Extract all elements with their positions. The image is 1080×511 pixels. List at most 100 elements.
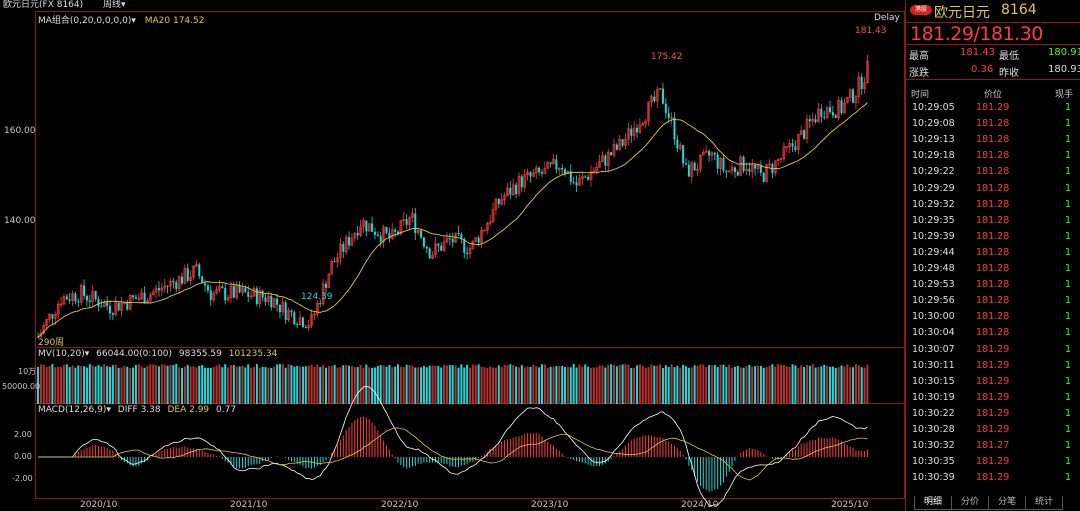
volume-bars xyxy=(37,364,869,404)
mv-value-3: 101235.34 xyxy=(228,349,278,359)
tick-volume: 1 xyxy=(1064,311,1071,323)
tick-price: 181.28 xyxy=(976,118,1010,130)
tick-row: 10:29:39 181.28 1 xyxy=(906,231,1080,247)
x-label: 2021/10 xyxy=(230,500,268,510)
symbol-code: 8164 xyxy=(1001,2,1037,18)
tick-row: 10:29:13 181.28 1 xyxy=(906,134,1080,150)
quote-panel: 港股 欧元日元 8164 181.29/181.30 最高 181.43 最低 … xyxy=(905,0,1080,511)
tick-time: 10:30:28 xyxy=(912,424,955,435)
low-annotation: 124.39 xyxy=(301,292,333,302)
ticks-header: 时间 价位 现手 xyxy=(906,87,1080,101)
tick-time: 10:30:32 xyxy=(912,440,955,452)
tick-price: 181.28 xyxy=(976,327,1010,339)
tick-row: 10:29:35 181.28 1 xyxy=(906,215,1080,231)
tick-time: 10:30:15 xyxy=(912,375,955,387)
macd-legend[interactable]: MACD(12,26,9)▾ DIFF 3.38 DEA 2.99 0.77 xyxy=(38,405,237,415)
tick-time: 10:29:18 xyxy=(912,150,955,162)
tick-time: 10:29:29 xyxy=(912,182,955,194)
tick-time: 10:30:19 xyxy=(912,391,955,403)
tick-row: 10:29:08 181.28 1 xyxy=(906,118,1080,134)
mv-label[interactable]: MV(10,20) xyxy=(38,349,85,359)
tick-row: 10:30:22 181.29 1 xyxy=(906,408,1080,424)
panel-tabs: 明细 分价 分笔 统计 xyxy=(906,496,1080,511)
high-label: 最高 xyxy=(909,51,929,62)
macd-diff: DIFF 3.38 xyxy=(117,405,161,415)
tick-time: 10:29:22 xyxy=(912,166,955,178)
tab-detail[interactable]: 明细 xyxy=(914,496,952,510)
low-label: 最低 xyxy=(999,51,1019,62)
high-annotation: 175.42 xyxy=(651,52,683,62)
tick-volume: 1 xyxy=(1064,327,1071,339)
tab-stats[interactable]: 统计 xyxy=(1025,496,1063,510)
tick-row: 10:30:11 181.29 1 xyxy=(906,360,1080,376)
x-label: 2024/10 xyxy=(681,500,719,510)
change-value: 0.36 xyxy=(971,64,994,75)
market-badge: 港股 xyxy=(910,5,932,15)
tick-time: 10:29:32 xyxy=(912,198,955,210)
tick-time: 10:29:56 xyxy=(912,295,955,307)
quote-stats: 最高 181.43 最低 180.91 涨跌 0.36 昨收 180.93 xyxy=(906,44,1080,80)
tick-volume: 1 xyxy=(1064,440,1071,452)
tick-price: 181.29 xyxy=(976,359,1010,371)
change-label: 涨跌 xyxy=(909,68,929,79)
macd-value: 0.77 xyxy=(216,405,237,415)
tick-row: 10:30:19 181.29 1 xyxy=(906,392,1080,408)
tick-volume: 1 xyxy=(1064,214,1071,226)
tick-price: 181.28 xyxy=(976,311,1010,323)
tick-time: 10:29:44 xyxy=(912,246,955,258)
col-time: 时间 xyxy=(911,90,930,100)
last-annotation: 181.43 xyxy=(855,26,887,36)
tick-price: 181.28 xyxy=(976,150,1010,162)
bid-ask-row: 181.29/181.30 xyxy=(906,22,1080,45)
tick-time: 10:29:35 xyxy=(912,214,955,226)
tick-time: 10:29:53 xyxy=(912,279,955,291)
ma20-value: MA20 174.52 xyxy=(144,16,205,26)
tick-time: 10:29:39 xyxy=(912,230,955,242)
low-value: 180.91 xyxy=(1048,47,1080,58)
tick-volume: 1 xyxy=(1064,472,1071,484)
tick-volume: 1 xyxy=(1064,150,1071,162)
tick-time: 10:29:48 xyxy=(912,263,955,274)
tick-volume: 1 xyxy=(1064,359,1071,371)
tick-price: 181.28 xyxy=(976,134,1010,146)
tick-row: 10:30:15 181.29 1 xyxy=(906,376,1080,392)
x-label: 2020/10 xyxy=(80,500,118,510)
tick-time: 10:29:13 xyxy=(912,134,955,146)
tick-price: 181.29 xyxy=(976,375,1010,387)
tick-row: 10:29:44 181.28 1 xyxy=(906,247,1080,263)
tick-time: 10:30:04 xyxy=(912,327,955,339)
tick-price: 181.28 xyxy=(976,295,1010,307)
macd-label[interactable]: MACD(12,26,9) xyxy=(38,405,107,415)
tick-volume: 1 xyxy=(1064,118,1071,130)
tick-price: 181.28 xyxy=(976,263,1010,274)
macd-tick-2: 2.00 xyxy=(14,430,32,439)
col-vol: 现手 xyxy=(1054,90,1073,100)
tick-price: 181.28 xyxy=(976,198,1010,210)
ma-group-label[interactable]: MA组合(0,20,0,0,0,0) xyxy=(38,16,132,26)
tick-time: 10:30:35 xyxy=(912,456,955,468)
macd-dea: DEA 2.99 xyxy=(167,405,210,415)
tick-volume: 1 xyxy=(1064,198,1071,210)
tick-row: 10:30:00 181.28 1 xyxy=(906,311,1080,327)
tick-volume: 1 xyxy=(1064,375,1071,387)
mv-legend[interactable]: MV(10,20)▾ 66044.00(0:100) 98355.59 1012… xyxy=(38,349,278,359)
x-label: 2023/10 xyxy=(531,500,569,510)
tab-trades[interactable]: 分笔 xyxy=(988,496,1026,510)
period-count: 290周 xyxy=(38,338,65,348)
tab-price[interactable]: 分价 xyxy=(951,496,989,510)
macd-tick-neg2: -2.00 xyxy=(12,474,33,483)
vol-tick-mid: 50000.00 xyxy=(2,382,41,391)
ma-legend[interactable]: MA组合(0,20,0,0,0,0)▾ MA20 174.52 xyxy=(38,16,205,26)
chart-area[interactable] xyxy=(0,0,905,511)
tick-price: 181.28 xyxy=(976,279,1010,291)
delay-label: Delay xyxy=(874,13,900,23)
ma20-line xyxy=(37,102,868,338)
tick-price: 181.29 xyxy=(976,407,1010,419)
tick-row: 10:29:22 181.28 1 xyxy=(906,166,1080,182)
tick-volume: 1 xyxy=(1064,230,1071,242)
tick-price: 181.28 xyxy=(976,246,1010,258)
tick-price: 181.28 xyxy=(976,182,1010,194)
period-dropdown[interactable]: 周线▾ xyxy=(103,0,126,10)
tick-time: 10:30:00 xyxy=(912,311,955,323)
x-label: 2025/10 xyxy=(831,500,869,510)
